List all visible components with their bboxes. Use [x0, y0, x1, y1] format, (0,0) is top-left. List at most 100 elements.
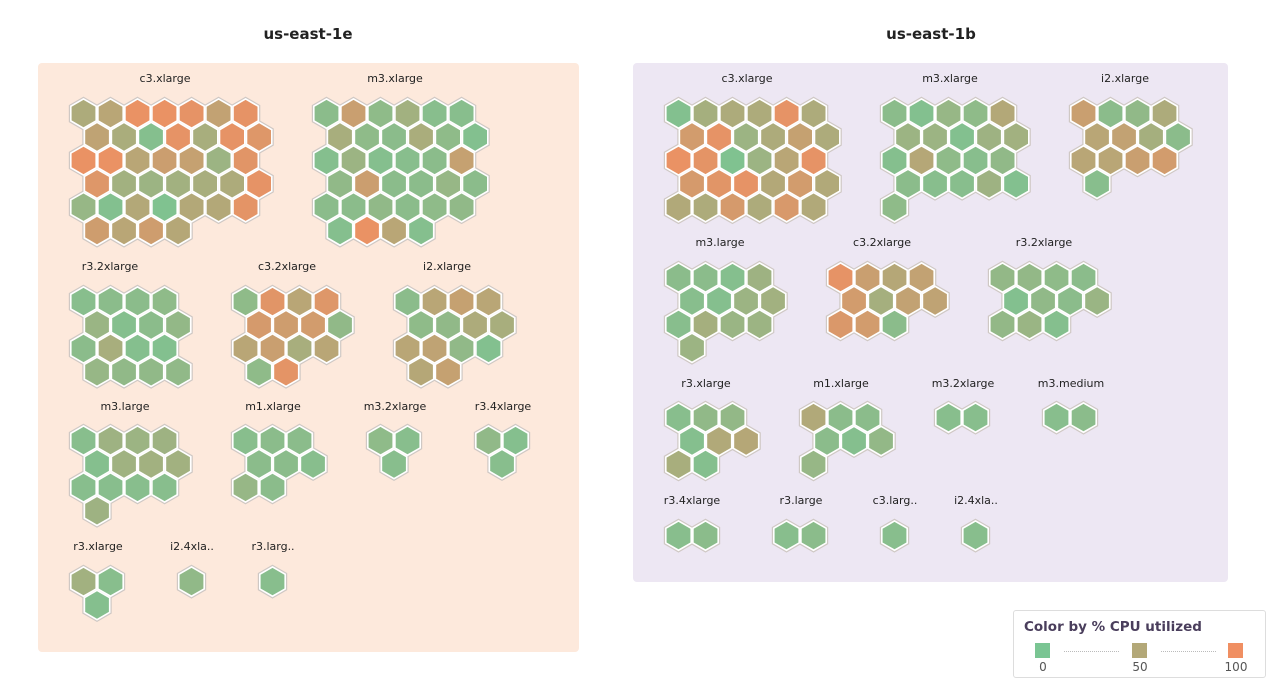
host-hex[interactable]: [815, 427, 839, 455]
host-hex[interactable]: [720, 146, 745, 175]
host-hex[interactable]: [1098, 99, 1123, 128]
host-hex[interactable]: [287, 287, 312, 316]
host-hex[interactable]: [1112, 123, 1136, 151]
host-hex[interactable]: [882, 146, 907, 175]
host-hex[interactable]: [139, 450, 163, 478]
host-hex[interactable]: [179, 99, 204, 128]
host-hex[interactable]: [179, 193, 204, 221]
host-hex[interactable]: [788, 123, 812, 151]
host-hex[interactable]: [71, 99, 96, 128]
host-hex[interactable]: [693, 450, 718, 479]
host-hex[interactable]: [680, 334, 704, 362]
host-hex[interactable]: [855, 263, 880, 292]
host-hex[interactable]: [896, 287, 920, 315]
host-hex[interactable]: [328, 123, 352, 151]
host-hex[interactable]: [206, 146, 231, 175]
host-hex[interactable]: [1004, 287, 1028, 315]
host-hex[interactable]: [71, 473, 96, 502]
host-hex[interactable]: [666, 263, 691, 292]
host-hex[interactable]: [476, 287, 501, 316]
host-hex[interactable]: [85, 497, 109, 525]
host-hex[interactable]: [233, 473, 258, 502]
host-hex[interactable]: [395, 193, 420, 221]
host-hex[interactable]: [1044, 263, 1069, 292]
host-hex[interactable]: [355, 216, 379, 245]
host-hex[interactable]: [98, 567, 123, 596]
host-hex[interactable]: [71, 567, 96, 596]
host-hex[interactable]: [98, 473, 123, 502]
host-hex[interactable]: [328, 216, 352, 245]
host-hex[interactable]: [680, 123, 704, 151]
host-hex[interactable]: [206, 193, 231, 221]
host-hex[interactable]: [395, 146, 420, 175]
host-hex[interactable]: [747, 146, 772, 175]
host-hex[interactable]: [707, 287, 731, 315]
host-hex[interactable]: [436, 170, 460, 198]
host-hex[interactable]: [449, 146, 474, 175]
host-hex[interactable]: [1044, 310, 1069, 339]
host-hex[interactable]: [869, 287, 893, 315]
host-hex[interactable]: [382, 123, 406, 151]
host-hex[interactable]: [98, 426, 123, 455]
host-hex[interactable]: [1017, 310, 1042, 339]
host-hex[interactable]: [882, 99, 907, 128]
host-hex[interactable]: [98, 334, 123, 363]
host-hex[interactable]: [815, 170, 839, 198]
host-hex[interactable]: [152, 287, 177, 316]
host-hex[interactable]: [166, 311, 190, 339]
host-hex[interactable]: [341, 146, 366, 175]
host-hex[interactable]: [1004, 123, 1028, 151]
host-hex[interactable]: [680, 427, 704, 455]
host-hex[interactable]: [112, 311, 136, 339]
host-hex[interactable]: [260, 334, 285, 363]
host-hex[interactable]: [990, 99, 1015, 128]
host-hex[interactable]: [247, 123, 271, 151]
host-hex[interactable]: [801, 521, 826, 550]
host-hex[interactable]: [287, 334, 312, 363]
host-hex[interactable]: [260, 567, 285, 596]
host-hex[interactable]: [801, 146, 826, 175]
host-hex[interactable]: [112, 358, 136, 386]
host-hex[interactable]: [260, 426, 285, 455]
host-hex[interactable]: [936, 146, 961, 175]
host-hex[interactable]: [152, 146, 177, 175]
host-hex[interactable]: [1071, 403, 1096, 432]
host-hex[interactable]: [963, 403, 988, 432]
host-hex[interactable]: [355, 123, 379, 151]
host-hex[interactable]: [761, 170, 785, 198]
host-hex[interactable]: [368, 146, 393, 175]
host-hex[interactable]: [1085, 123, 1109, 151]
host-hex[interactable]: [125, 473, 150, 502]
host-hex[interactable]: [220, 170, 244, 198]
host-hex[interactable]: [734, 123, 758, 151]
host-hex[interactable]: [923, 287, 947, 315]
host-hex[interactable]: [801, 450, 826, 479]
host-hex[interactable]: [1085, 287, 1109, 315]
host-hex[interactable]: [166, 216, 190, 245]
host-hex[interactable]: [734, 427, 758, 455]
host-hex[interactable]: [206, 99, 231, 128]
host-hex[interactable]: [463, 123, 487, 151]
host-hex[interactable]: [747, 193, 772, 221]
host-hex[interactable]: [734, 170, 758, 198]
host-hex[interactable]: [71, 426, 96, 455]
host-hex[interactable]: [1152, 99, 1177, 128]
host-hex[interactable]: [896, 123, 920, 151]
host-hex[interactable]: [747, 263, 772, 292]
host-hex[interactable]: [395, 426, 420, 455]
host-hex[interactable]: [436, 311, 460, 339]
host-hex[interactable]: [1004, 170, 1028, 198]
host-hex[interactable]: [98, 146, 123, 175]
host-hex[interactable]: [314, 287, 339, 316]
host-hex[interactable]: [801, 99, 826, 128]
host-hex[interactable]: [85, 311, 109, 339]
host-hex[interactable]: [680, 287, 704, 315]
host-hex[interactable]: [936, 403, 961, 432]
host-hex[interactable]: [71, 334, 96, 363]
host-hex[interactable]: [909, 263, 934, 292]
host-hex[interactable]: [301, 450, 325, 478]
host-hex[interactable]: [490, 311, 514, 339]
host-hex[interactable]: [801, 193, 826, 221]
host-hex[interactable]: [112, 170, 136, 198]
host-hex[interactable]: [233, 146, 258, 175]
